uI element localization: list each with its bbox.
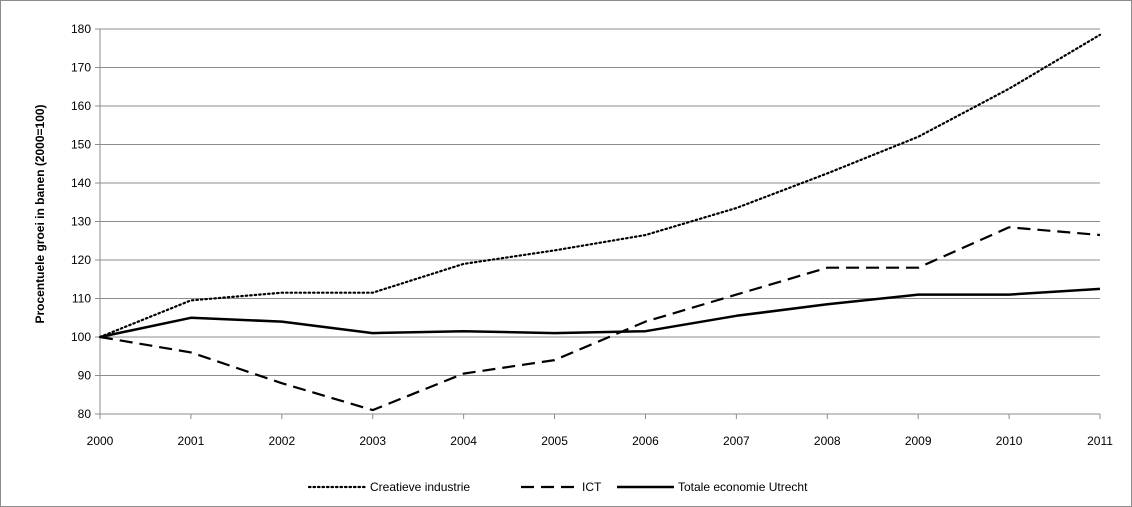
axes [95,28,1101,419]
series-lines [98,33,1102,412]
series-line-dashed [99,226,1101,412]
x-tick-label: 2011 [1087,434,1113,448]
gridlines [100,28,1100,376]
y-tick-label: 160 [71,99,91,113]
x-tick-label: 2002 [268,434,295,448]
y-tick-label: 100 [71,330,91,344]
y-axis-label: Procentuele groei in banen (2000=100) [33,104,47,323]
x-tick-labels: 2000 2001 2002 2003 2004 2005 2006 2007 2008 2009… [87,434,1114,448]
series-line-solid [99,287,1101,339]
legend-item: Totale economie Utrecht [617,480,808,494]
series-line-dotted [98,33,1102,339]
y-tick-label: 90 [78,369,92,383]
x-tick-label: 2010 [996,434,1023,448]
y-tick-label: 110 [72,292,91,306]
y-tick-label: 180 [71,22,91,36]
y-tick-label: 130 [71,215,91,229]
y-tick-label: 170 [71,61,91,75]
legend-label: ICT [582,480,602,494]
x-tick-label: 2004 [450,434,477,448]
x-tick-label: 2000 [87,434,114,448]
x-tick-label: 2001 [178,434,205,448]
y-tick-label: 80 [78,407,92,421]
x-tick-label: 2007 [723,434,750,448]
x-tick-label: 2005 [541,434,568,448]
x-tick-label: 2008 [814,434,841,448]
legend-label: Creatieve industrie [370,480,470,494]
y-tick-label: 140 [71,176,91,190]
y-tick-label: 120 [71,253,91,267]
y-tick-label: 150 [71,138,91,152]
y-tick-labels: 80 90 100 110 120 130 140 150 160 170 180 [71,22,91,421]
x-tick-label: 2003 [359,434,386,448]
x-tick-label: 2009 [905,434,932,448]
legend-item: Creatieve industrie [307,480,470,494]
x-tick-label: 2006 [632,434,659,448]
legend: Creatieve industrie ICT Totale economie Ut… [307,480,808,494]
legend-label: Totale economie Utrecht [678,480,808,494]
legend-item: ICT [521,480,602,494]
